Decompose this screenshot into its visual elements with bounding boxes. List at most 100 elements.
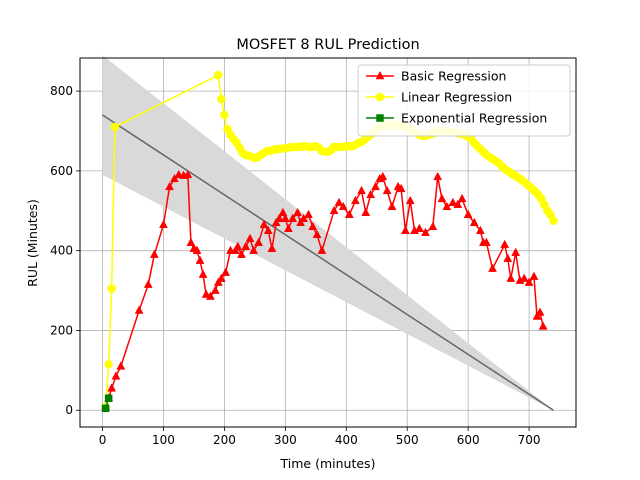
data-point	[549, 216, 558, 226]
legend-label: Basic Regression	[401, 69, 506, 84]
chart-title: MOSFET 8 RUL Prediction	[236, 37, 419, 53]
fit-line-path	[102, 114, 554, 411]
data-point	[274, 213, 284, 223]
data-point	[293, 207, 302, 217]
data-point	[116, 361, 126, 370]
data-point	[195, 255, 205, 264]
series-square	[101, 394, 113, 413]
data-point	[334, 197, 344, 207]
data-point	[382, 185, 392, 195]
series-triangle	[101, 169, 548, 410]
data-point	[183, 169, 193, 179]
data-point	[259, 219, 269, 228]
data-point	[214, 70, 223, 80]
legend: Basic Regression Linear Regression Exponen…	[357, 64, 571, 137]
data-point	[245, 233, 255, 242]
data-point	[216, 273, 226, 282]
x-tick-label: 0	[99, 433, 107, 447]
data-point	[278, 207, 288, 217]
data-point	[503, 253, 513, 262]
data-point	[433, 171, 443, 181]
legend-marker	[375, 70, 385, 80]
data-point	[280, 213, 290, 223]
data-point	[428, 221, 438, 230]
data-point	[192, 245, 202, 254]
data-point	[329, 205, 339, 215]
x-tick-label: 500	[396, 433, 419, 447]
data-point	[469, 217, 479, 227]
data-point	[254, 237, 263, 246]
data-point	[233, 241, 243, 250]
data-point	[165, 181, 174, 191]
data-point	[529, 271, 539, 280]
x-tick-label: 600	[457, 433, 480, 447]
data-point	[304, 209, 313, 219]
data-point	[378, 171, 388, 181]
data-point	[110, 122, 119, 132]
data-point	[149, 249, 159, 258]
data-point	[107, 284, 116, 293]
data-point	[500, 239, 510, 248]
axis-ticks: 0 100 200 300 400 500 600 700 0 200 400 600 800	[50, 84, 540, 447]
data-point	[361, 207, 371, 217]
data-point	[535, 307, 545, 316]
data-point	[351, 195, 360, 205]
data-point	[482, 237, 491, 246]
data-point	[174, 169, 184, 179]
data-point	[205, 291, 215, 300]
data-point	[101, 404, 110, 413]
data-point	[338, 201, 348, 211]
data-point	[405, 195, 415, 205]
data-point	[283, 223, 293, 232]
legend-marker	[375, 92, 385, 102]
data-point	[159, 219, 168, 228]
data-point	[519, 273, 529, 282]
legend-entry: Exponential Regression	[366, 111, 547, 126]
data-point	[317, 245, 327, 254]
data-point	[186, 237, 196, 246]
data-point	[421, 227, 430, 236]
data-point	[201, 289, 211, 298]
data-point	[463, 209, 473, 219]
data-point	[104, 360, 113, 369]
legend-entry: Basic Regression	[366, 69, 506, 84]
data-point	[457, 193, 467, 203]
data-point	[134, 305, 144, 314]
data-point	[387, 201, 397, 211]
confidence-band-area	[102, 55, 554, 411]
data-point	[210, 285, 220, 294]
data-point	[524, 277, 534, 286]
data-point	[241, 241, 251, 250]
legend-box	[357, 64, 571, 137]
fit-line	[102, 114, 554, 411]
data-point	[104, 394, 113, 403]
legend-label: Linear Regression	[401, 90, 512, 105]
legend-entry: Linear Regression	[366, 90, 512, 105]
data-point	[357, 185, 366, 195]
x-tick-label: 400	[335, 433, 358, 447]
confidence-band	[102, 55, 554, 411]
data-point	[437, 193, 447, 203]
y-tick-label: 0	[65, 403, 73, 417]
y-axis-label: RUL (Minutes)	[25, 199, 40, 287]
data-point	[448, 197, 458, 207]
data-point	[217, 94, 226, 104]
data-point	[237, 249, 246, 258]
data-point	[263, 225, 273, 234]
legend-marker	[376, 114, 384, 122]
data-point	[506, 273, 516, 282]
data-point	[475, 225, 485, 234]
data-point	[488, 263, 497, 272]
data-point	[221, 267, 231, 276]
y-tick-label: 200	[50, 323, 73, 337]
data-point	[220, 110, 229, 120]
data-point	[143, 279, 153, 288]
x-tick-label: 300	[274, 433, 297, 447]
data-point	[198, 269, 208, 278]
y-tick-label: 400	[50, 244, 73, 258]
data-point	[511, 247, 521, 256]
data-point	[400, 225, 410, 234]
y-tick-label: 600	[50, 164, 73, 178]
x-tick-label: 700	[518, 433, 541, 447]
data-point	[308, 221, 318, 230]
